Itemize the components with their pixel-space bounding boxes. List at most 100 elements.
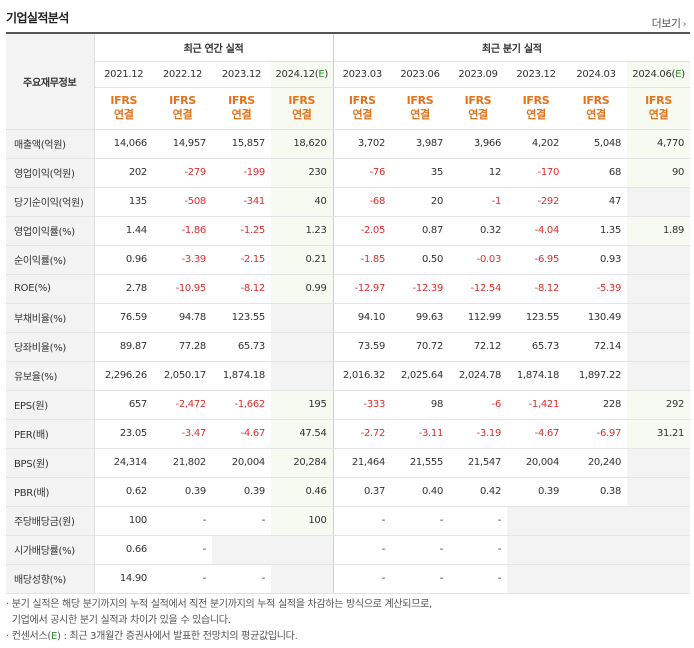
annual-group-header: 최근 연간 실적 xyxy=(94,32,334,62)
table-cell: 21,802 xyxy=(153,448,212,478)
table-cell: 135 xyxy=(94,187,153,217)
period-header: 2023.12 xyxy=(507,61,566,88)
row-label: EPS(원) xyxy=(6,389,95,420)
table-cell: 89.87 xyxy=(94,332,153,362)
table-cell: -3.19 xyxy=(449,419,508,449)
chevron-right-icon: › xyxy=(682,19,687,30)
table-cell: 123.55 xyxy=(507,302,566,333)
table-row: 유보율(%) 2,296.26 2,050.17 1,874.18 2,016.32 2,… xyxy=(6,361,691,391)
table-cell: 0.37 xyxy=(332,477,392,507)
table-cell: -8.12 xyxy=(212,274,271,304)
table-cell: 0.40 xyxy=(391,477,450,507)
table-cell: -6.95 xyxy=(507,245,566,275)
table-cell: -279 xyxy=(153,158,212,188)
table-cell: 1.44 xyxy=(94,215,153,246)
table-row: 당좌비율(%) 89.87 77.28 65.73 73.59 70.72 72.12 65.… xyxy=(6,332,691,362)
table-cell xyxy=(627,332,691,362)
table-cell: 1.35 xyxy=(565,215,628,246)
table-cell: 0.38 xyxy=(565,477,628,507)
table-cell: 0.99 xyxy=(271,274,334,304)
table-cell: 0.39 xyxy=(153,477,212,507)
table-cell: - xyxy=(449,505,508,536)
table-cell xyxy=(271,332,334,362)
table-row: 매출액(억원) 14,066 14,957 15,857 18,620 3,702 3,98… xyxy=(6,129,691,159)
table-cell: - xyxy=(391,564,450,594)
table-cell: -1,662 xyxy=(212,389,271,420)
table-cell: 292 xyxy=(627,389,691,420)
row-label: 배당성향(%) xyxy=(6,564,95,594)
footnote-consensus-e: E xyxy=(50,631,57,642)
table-cell: -4.04 xyxy=(507,215,566,246)
table-cell: 90 xyxy=(627,158,691,188)
table-cell: -0.03 xyxy=(449,245,508,275)
table-cell: -4.67 xyxy=(507,419,566,449)
table-cell: 14,066 xyxy=(94,129,153,159)
footnote-consensus: · 컨센서스(E) : 최근 3개월간 증권사에서 발표한 전망치의 평균값입니… xyxy=(6,629,432,645)
table-cell: 1,897.22 xyxy=(565,361,628,391)
table-cell xyxy=(627,187,691,217)
table-cell: 99.63 xyxy=(391,302,450,333)
period-header: 2023.09 xyxy=(449,61,508,88)
table-cell: -6.97 xyxy=(565,419,628,449)
row-label: PBR(배) xyxy=(6,477,95,507)
table-row: 영업이익률(%) 1.44 -1.86 -1.25 1.23 -2.05 0.87 0.32-… xyxy=(6,215,691,246)
table-cell: -341 xyxy=(212,187,271,217)
table-cell: 18,620 xyxy=(271,129,334,159)
table-cell: -2.72 xyxy=(332,419,392,449)
table-cell: -170 xyxy=(507,158,566,188)
table-cell: 21,547 xyxy=(449,448,508,478)
ifrs-header: IFRS 연결 xyxy=(391,87,450,130)
table-cell: 228 xyxy=(565,389,628,420)
table-cell: 20,004 xyxy=(507,448,566,478)
table-cell: 130.49 xyxy=(565,302,628,333)
period-header: 2024.12(E) xyxy=(271,61,334,88)
table-cell: 98 xyxy=(391,389,450,420)
table-row: 당기순이익(억원) 135 -508 -341 40 -68 20 -1 -292 47 xyxy=(6,187,691,217)
ifrs-header: IFRS 연결 xyxy=(332,87,392,130)
table-cell: -6 xyxy=(449,389,508,420)
table-cell xyxy=(627,477,691,507)
table-cell: 3,702 xyxy=(332,129,392,159)
table-cell: 77.28 xyxy=(153,332,212,362)
table-cell: 0.50 xyxy=(391,245,450,275)
ifrs-header: IFRS 연결 xyxy=(212,87,271,130)
period-header: 2023.06 xyxy=(391,61,450,88)
table-cell: 202 xyxy=(94,158,153,188)
table-cell: 73.59 xyxy=(332,332,392,362)
table-cell xyxy=(271,564,334,594)
table-cell: -12.54 xyxy=(449,274,508,304)
table-cell: 21,464 xyxy=(332,448,392,478)
table-cell: 230 xyxy=(271,158,334,188)
table-row: 배당성향(%) 14.90- - - - - xyxy=(6,564,691,594)
table-cell: -3.39 xyxy=(153,245,212,275)
table-cell: 0.42 xyxy=(449,477,508,507)
table-cell xyxy=(507,505,566,536)
table-cell: 15,857 xyxy=(212,129,271,159)
table-cell: 1.23 xyxy=(271,215,334,246)
table-row: ROE(%) 2.78 -10.95 -8.12 0.99 -12.97 -12.39 -12… xyxy=(6,274,691,304)
table-cell: - xyxy=(212,505,271,536)
row-label: 당기순이익(억원) xyxy=(6,187,95,217)
table-cell: 2,296.26 xyxy=(94,361,153,391)
table-cell: - xyxy=(332,564,392,594)
table-cell: 70.72 xyxy=(391,332,450,362)
row-label: 영업이익(억원) xyxy=(6,158,95,188)
table-cell: 4,770 xyxy=(627,129,691,159)
table-cell: 1,874.18 xyxy=(212,361,271,391)
ifrs-header: IFRS 연결 xyxy=(627,87,691,130)
table-cell: -333 xyxy=(332,389,392,420)
row-label: PER(배) xyxy=(6,419,95,449)
table-cell: 2,025.64 xyxy=(391,361,450,391)
period-header: 2024.03 xyxy=(565,61,628,88)
footnote-quarterly: · 분기 실적은 해당 분기까지의 누적 실적에서 직전 분기까지의 누적 실적… xyxy=(6,599,432,610)
table-cell: 4,202 xyxy=(507,129,566,159)
table-cell: -3.11 xyxy=(391,419,450,449)
row-label: 당좌비율(%) xyxy=(6,332,95,362)
table-cell: 24,314 xyxy=(94,448,153,478)
table-cell: - xyxy=(449,564,508,594)
more-link[interactable]: 더보기 › xyxy=(652,15,687,31)
period-header: 2024.06(E) xyxy=(627,61,691,88)
table-cell: -292 xyxy=(507,187,566,217)
table-row: 시가배당률(%) 0.66- - - - xyxy=(6,535,691,565)
corner-header: 주요재무정보 xyxy=(6,32,95,130)
